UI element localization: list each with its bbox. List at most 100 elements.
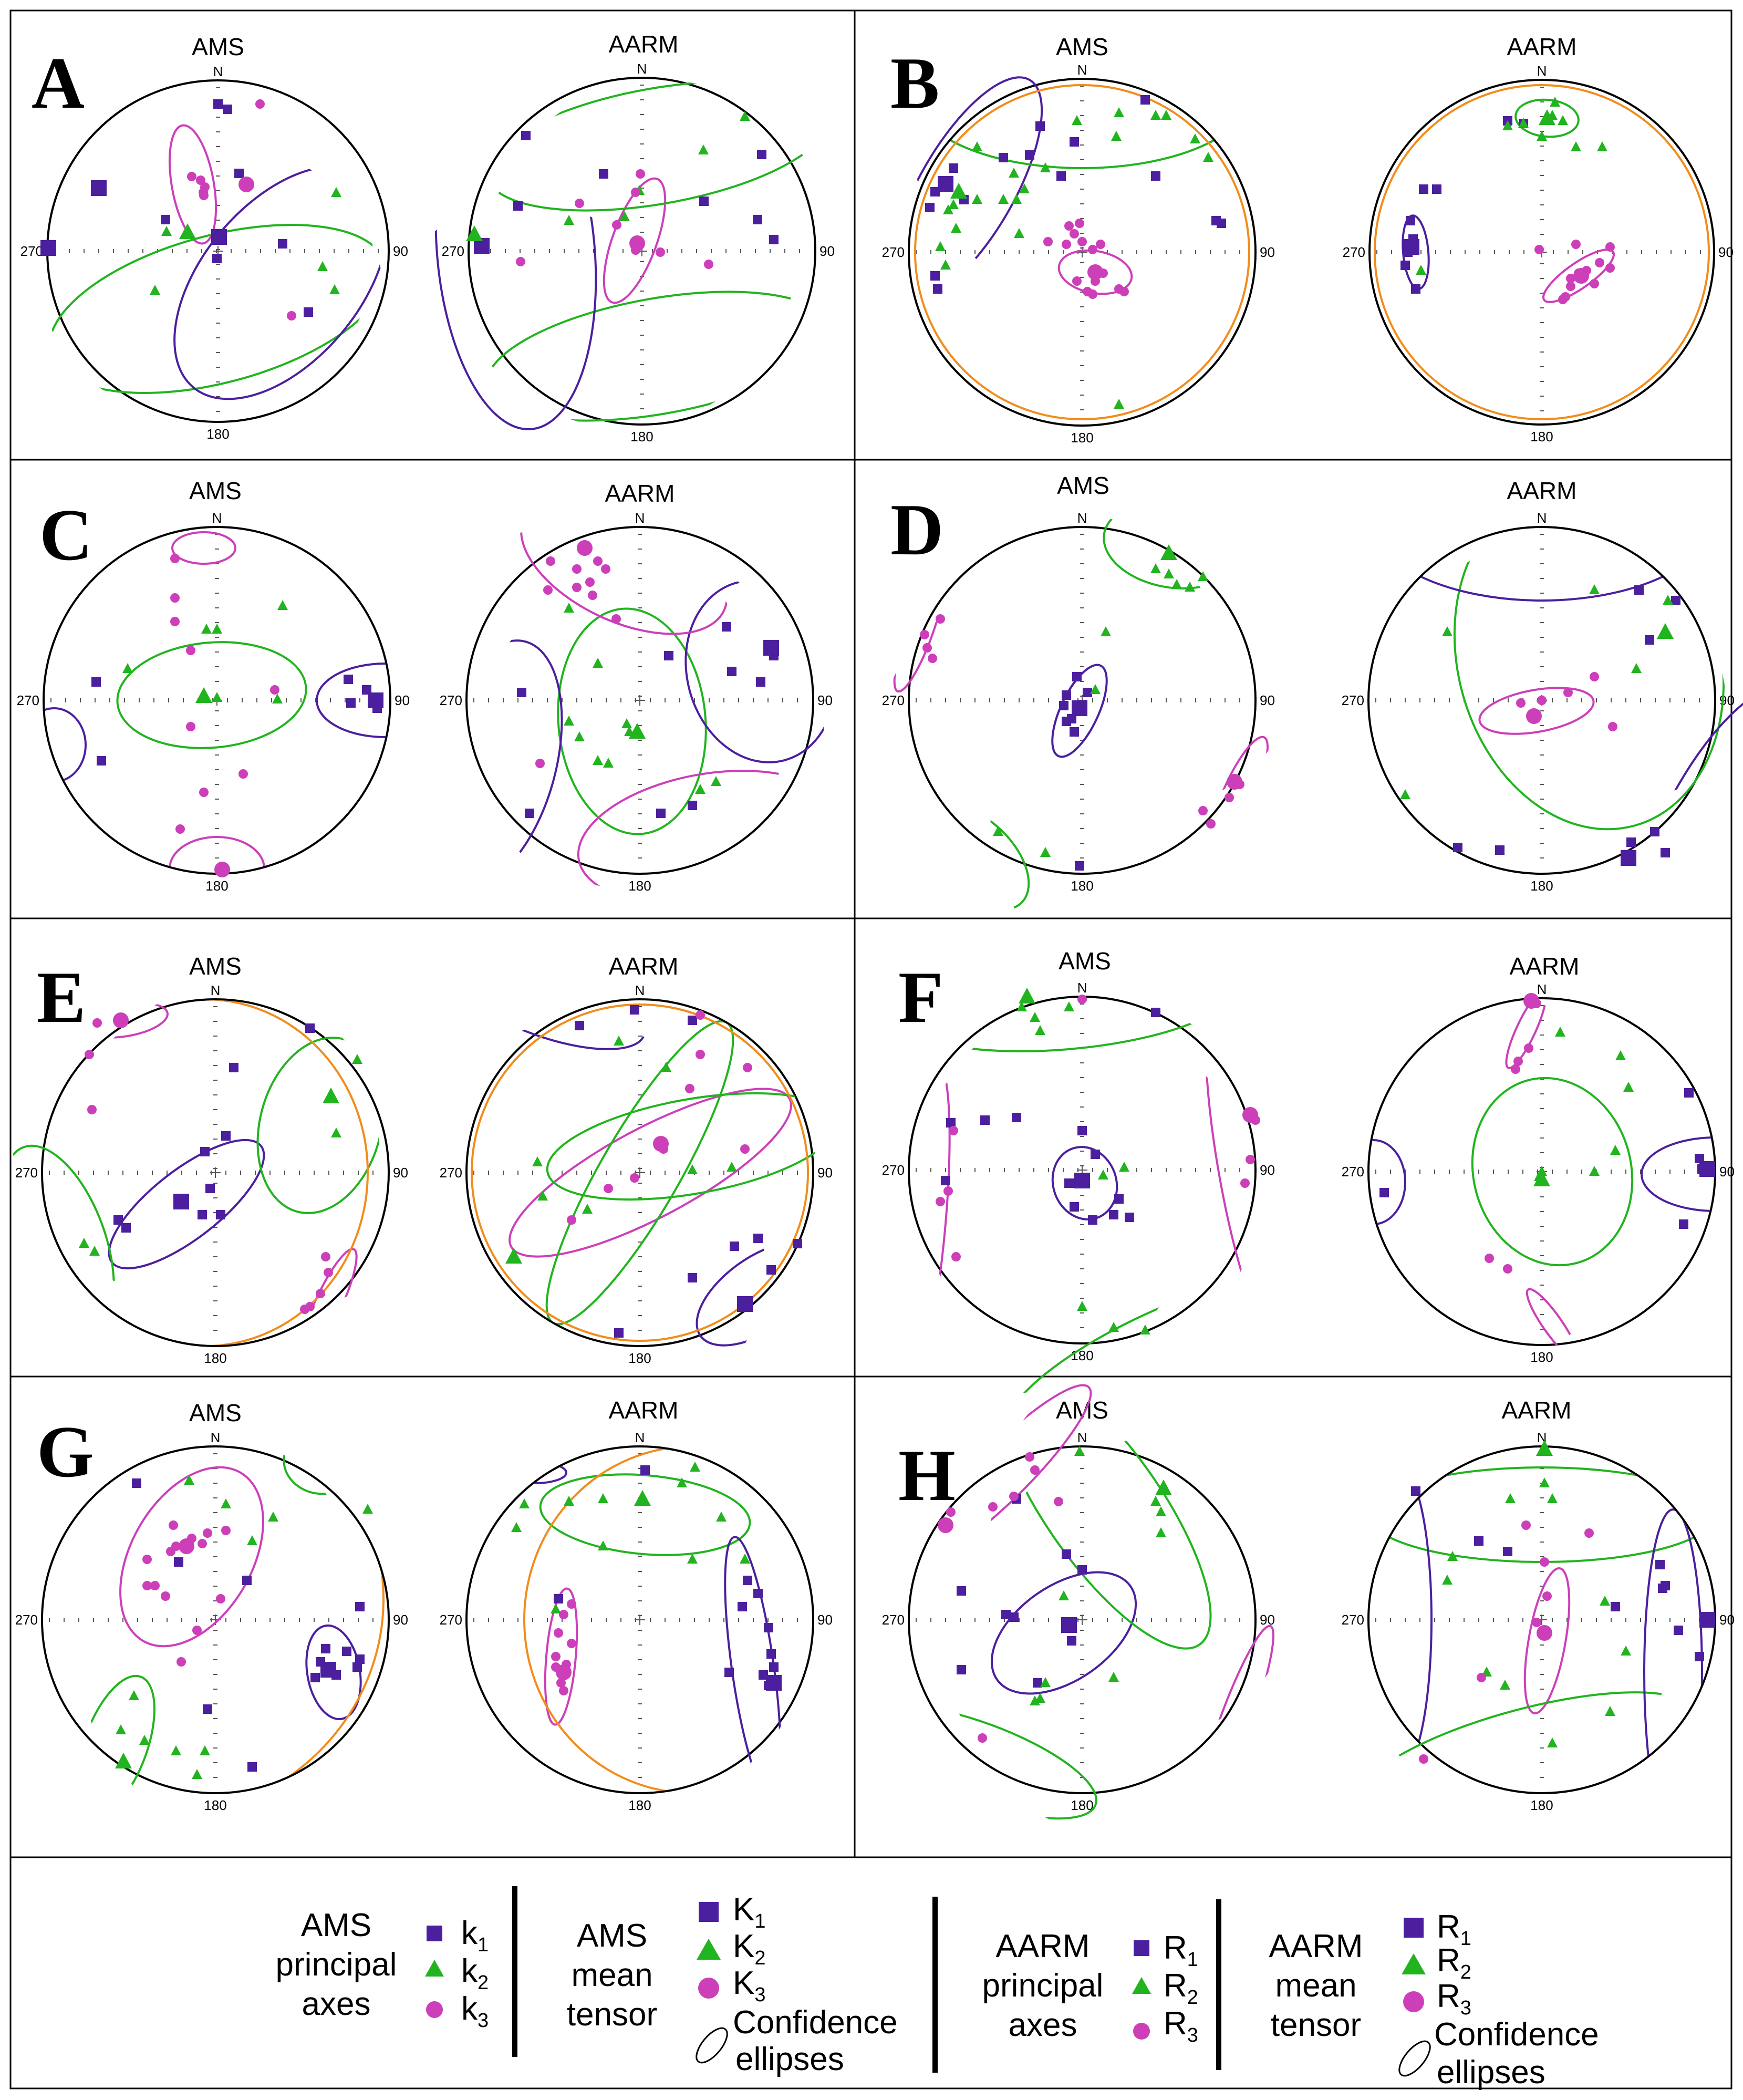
k2-triangle-marker xyxy=(1119,1162,1129,1172)
k1-square-marker xyxy=(980,1115,990,1125)
k2-triangle-marker xyxy=(329,284,340,294)
k1-square-marker xyxy=(575,1021,584,1030)
legend-K1-label: K1 xyxy=(733,1891,766,1932)
k2-triangle-marker xyxy=(972,194,982,204)
k3-circle-marker xyxy=(588,591,597,600)
confidence-ellipse-k1 xyxy=(502,1461,567,1484)
panel-letter-a: A xyxy=(32,43,85,124)
stereonet-e-aarm: N 90 180 270 xyxy=(440,974,839,1366)
k1-square-marker xyxy=(513,201,523,211)
k3-circle-marker xyxy=(611,614,621,624)
west-label: 270 xyxy=(1342,692,1364,708)
k3-circle-marker xyxy=(546,556,555,566)
k2-triangle-marker xyxy=(1077,1301,1087,1311)
k1-square-marker xyxy=(1400,261,1410,270)
k3-circle-marker xyxy=(175,824,185,834)
east-label: 90 xyxy=(1718,244,1734,260)
k3-circle-marker xyxy=(604,1184,613,1193)
k1-square-marker xyxy=(764,1623,773,1632)
confidence-ellipse-k3 xyxy=(1478,687,1595,735)
K1-mean-square-marker xyxy=(1699,1612,1715,1628)
k3-circle-marker xyxy=(199,788,209,797)
k2-triangle-marker xyxy=(687,1554,698,1564)
k1-square-marker xyxy=(1679,1219,1688,1229)
k2-triangle-marker xyxy=(1550,97,1560,107)
confidence-ellipse-k3 xyxy=(544,1587,578,1726)
k2-triangle-marker xyxy=(1442,1575,1452,1585)
east-label: 90 xyxy=(817,1165,833,1181)
k1-square-marker xyxy=(756,677,765,687)
confidence-ellipse-k1 xyxy=(724,1536,782,1798)
k3-circle-marker xyxy=(572,583,582,592)
k3-circle-marker xyxy=(170,593,180,603)
legend-separator-3 xyxy=(1216,1899,1221,2070)
k1-square-marker xyxy=(1035,121,1045,131)
k3-circle-marker xyxy=(559,1610,568,1619)
k3-circle-marker xyxy=(1075,219,1084,228)
k2-triangle-marker xyxy=(711,776,721,786)
K3-mean-circle-marker xyxy=(1573,268,1589,284)
west-label: 270 xyxy=(440,1612,462,1628)
k2-triangle-marker xyxy=(1035,1025,1045,1035)
k2-triangle-marker xyxy=(603,758,614,768)
k1-square-marker xyxy=(738,1602,747,1611)
legend-ams-principal-line2: principal xyxy=(276,1947,397,1983)
mean-tensor-axes xyxy=(195,687,383,877)
k1-square-marker xyxy=(793,1239,802,1248)
k3-circle-marker xyxy=(1043,237,1053,246)
k1-square-marker xyxy=(1062,690,1071,700)
k2-triangle-marker xyxy=(221,1498,231,1508)
mean-tensor-axes xyxy=(1072,544,1242,790)
confidence-ellipse-k2 xyxy=(546,1092,839,1201)
k3-circle-marker xyxy=(1025,1452,1034,1462)
k3-circle-marker xyxy=(743,1063,752,1072)
k2-triangle-marker xyxy=(1040,847,1051,857)
legend-k2-triangle-icon xyxy=(425,1960,444,1977)
legend-separator-1 xyxy=(512,1886,517,2057)
principal-axes xyxy=(511,1462,779,1695)
k2-triangle-marker xyxy=(993,826,1003,836)
legend: AMS principal axes k1 k2 k3 AMS mean ten… xyxy=(276,1886,1599,2091)
K1-mean-square-marker xyxy=(1061,1617,1077,1633)
k1-square-marker xyxy=(1151,171,1160,181)
k2-triangle-marker xyxy=(727,1162,737,1172)
k3-circle-marker xyxy=(216,1594,225,1604)
K1-mean-square-marker xyxy=(766,1675,782,1691)
k1-square-marker xyxy=(1453,843,1462,852)
legend-aarm-mean-line3: tensor xyxy=(1271,2007,1361,2043)
k3-circle-marker xyxy=(142,1555,152,1564)
k3-circle-marker xyxy=(1419,1754,1428,1764)
panel-letter-f: F xyxy=(898,957,943,1038)
confidence-ellipse-k3 xyxy=(899,1064,951,1371)
k3-circle-marker xyxy=(221,1526,231,1535)
k3-circle-marker xyxy=(978,1733,987,1743)
west-label: 270 xyxy=(1342,1612,1364,1628)
k1-square-marker xyxy=(216,1210,225,1219)
confidence-ellipse-k1 xyxy=(440,639,563,887)
south-label: 180 xyxy=(630,429,653,444)
stereonet-ticks xyxy=(473,1006,798,1331)
k3-circle-marker xyxy=(1225,793,1234,802)
net-title-d-ams: AMS xyxy=(1057,472,1109,499)
north-label: N xyxy=(635,1430,645,1445)
stereonet-ticks xyxy=(916,1453,1240,1778)
confidence-ellipse-k2 xyxy=(903,1703,1097,1820)
k3-circle-marker xyxy=(1571,240,1581,249)
mean-tensor-axes xyxy=(1523,993,1715,1186)
k1-square-marker xyxy=(1684,1088,1694,1098)
k2-triangle-marker xyxy=(551,1604,561,1613)
k3-circle-marker xyxy=(1608,722,1617,731)
k2-triangle-marker xyxy=(1150,563,1161,573)
k1-square-marker xyxy=(362,685,371,695)
k2-triangle-marker xyxy=(972,141,982,151)
k2-triangle-marker xyxy=(511,1522,522,1532)
k3-circle-marker xyxy=(1072,276,1082,286)
north-label: N xyxy=(1077,1430,1087,1445)
K1-mean-square-marker xyxy=(763,640,779,656)
k3-circle-marker xyxy=(1077,237,1087,246)
k1-square-marker xyxy=(310,1673,320,1682)
k1-square-marker xyxy=(1083,688,1092,697)
legend-R2-principal-triangle-icon xyxy=(1132,1977,1151,1994)
girdle-great-circle xyxy=(471,1004,809,1342)
k3-circle-marker xyxy=(1485,1254,1494,1263)
